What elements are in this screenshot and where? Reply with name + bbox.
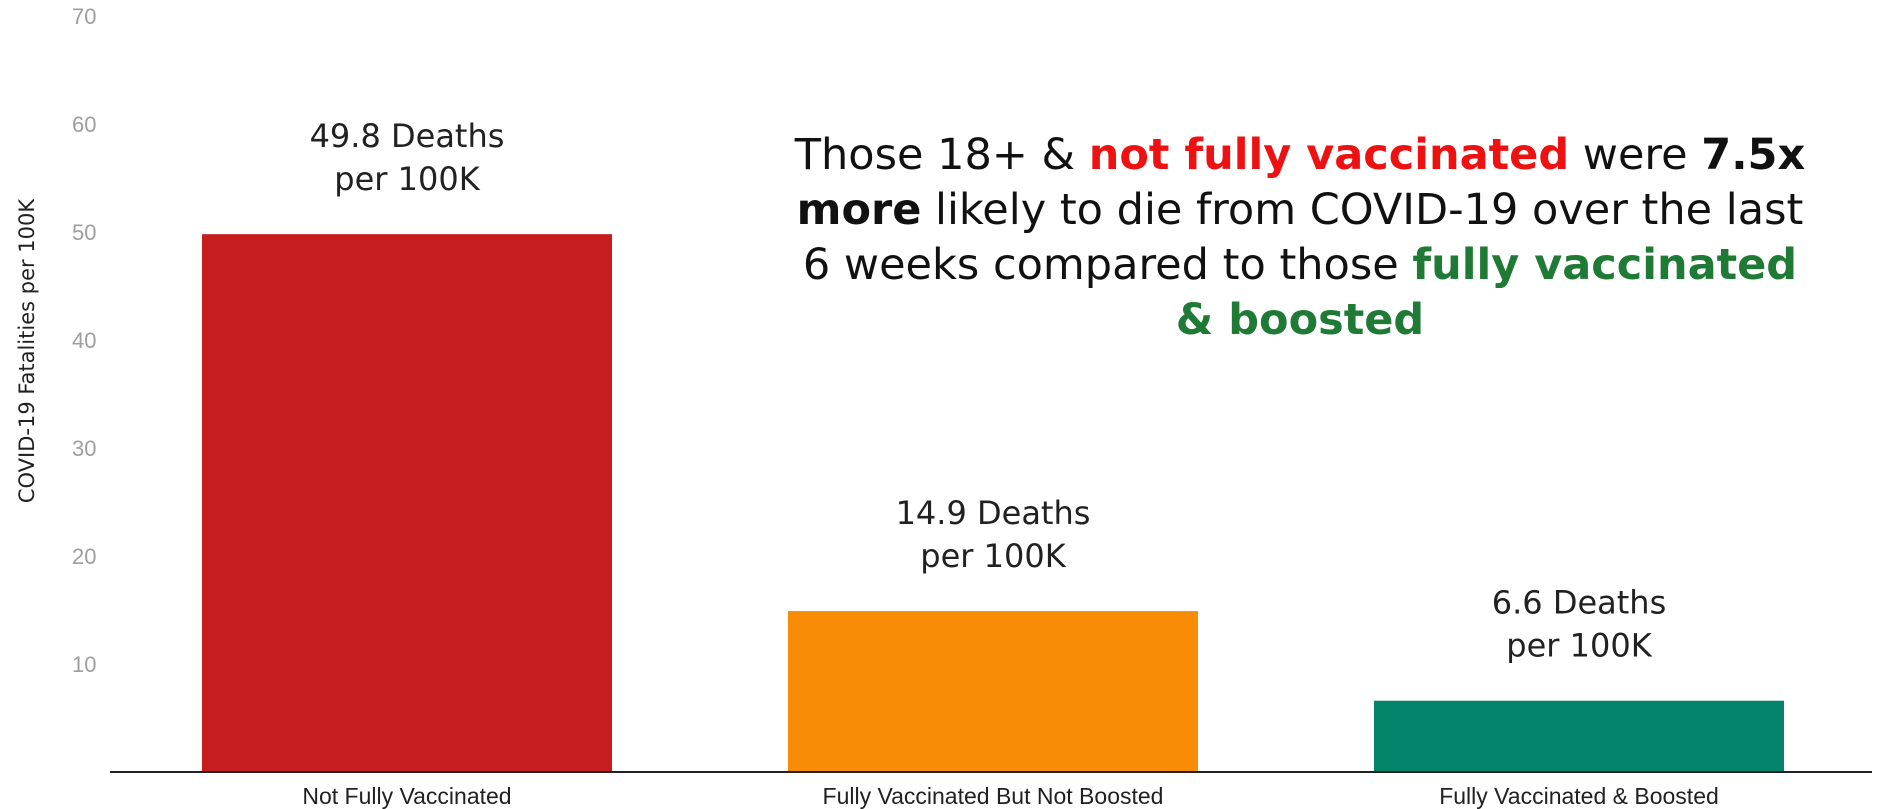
y-tick-label: 70 bbox=[72, 4, 96, 29]
annotation-part: Those 18+ & bbox=[794, 130, 1089, 180]
bar bbox=[202, 234, 612, 772]
chart-annotation: Those 18+ & not fully vaccinated were 7.… bbox=[790, 128, 1810, 348]
annotation-part: fully vaccinated & boosted bbox=[1175, 240, 1798, 345]
x-tick-label: Not Fully Vaccinated bbox=[302, 783, 511, 809]
annotation-part: were bbox=[1569, 130, 1702, 180]
data-labels: 49.8 Deaths per 100K 14.9 Deaths per 100K 6.… bbox=[310, 117, 1667, 665]
x-tick-label: Fully Vaccinated But Not Boosted bbox=[823, 783, 1164, 809]
data-label: 6.6 Deaths bbox=[1492, 584, 1667, 622]
data-label: 49.8 Deaths bbox=[310, 117, 505, 155]
y-tick-label: 30 bbox=[72, 436, 96, 461]
annotation-part: 7.5x more bbox=[796, 130, 1806, 235]
y-tick-label: 60 bbox=[72, 112, 96, 137]
bar bbox=[1374, 700, 1784, 772]
y-axis: 10 20 30 40 50 60 70 bbox=[72, 4, 96, 677]
data-label: 14.9 Deaths bbox=[896, 494, 1091, 532]
bars bbox=[202, 234, 1784, 772]
y-axis-label: COVID-19 Fatalities per 100K bbox=[15, 198, 39, 504]
data-label: per 100K bbox=[920, 537, 1066, 575]
y-tick-label: 50 bbox=[72, 220, 96, 245]
y-tick-label: 40 bbox=[72, 328, 96, 353]
x-axis: Not Fully Vaccinated Fully Vaccinated But… bbox=[302, 783, 1718, 809]
annotation-part: not fully vaccinated bbox=[1088, 130, 1570, 180]
y-tick-label: 10 bbox=[72, 652, 96, 677]
annotation-part: likely to die from COVID-19 over the las… bbox=[802, 185, 1804, 290]
x-tick-label: Fully Vaccinated & Boosted bbox=[1439, 783, 1719, 809]
y-tick-label: 20 bbox=[72, 544, 96, 569]
data-label: per 100K bbox=[1506, 627, 1652, 665]
bar bbox=[788, 611, 1198, 772]
data-label: per 100K bbox=[334, 160, 480, 198]
